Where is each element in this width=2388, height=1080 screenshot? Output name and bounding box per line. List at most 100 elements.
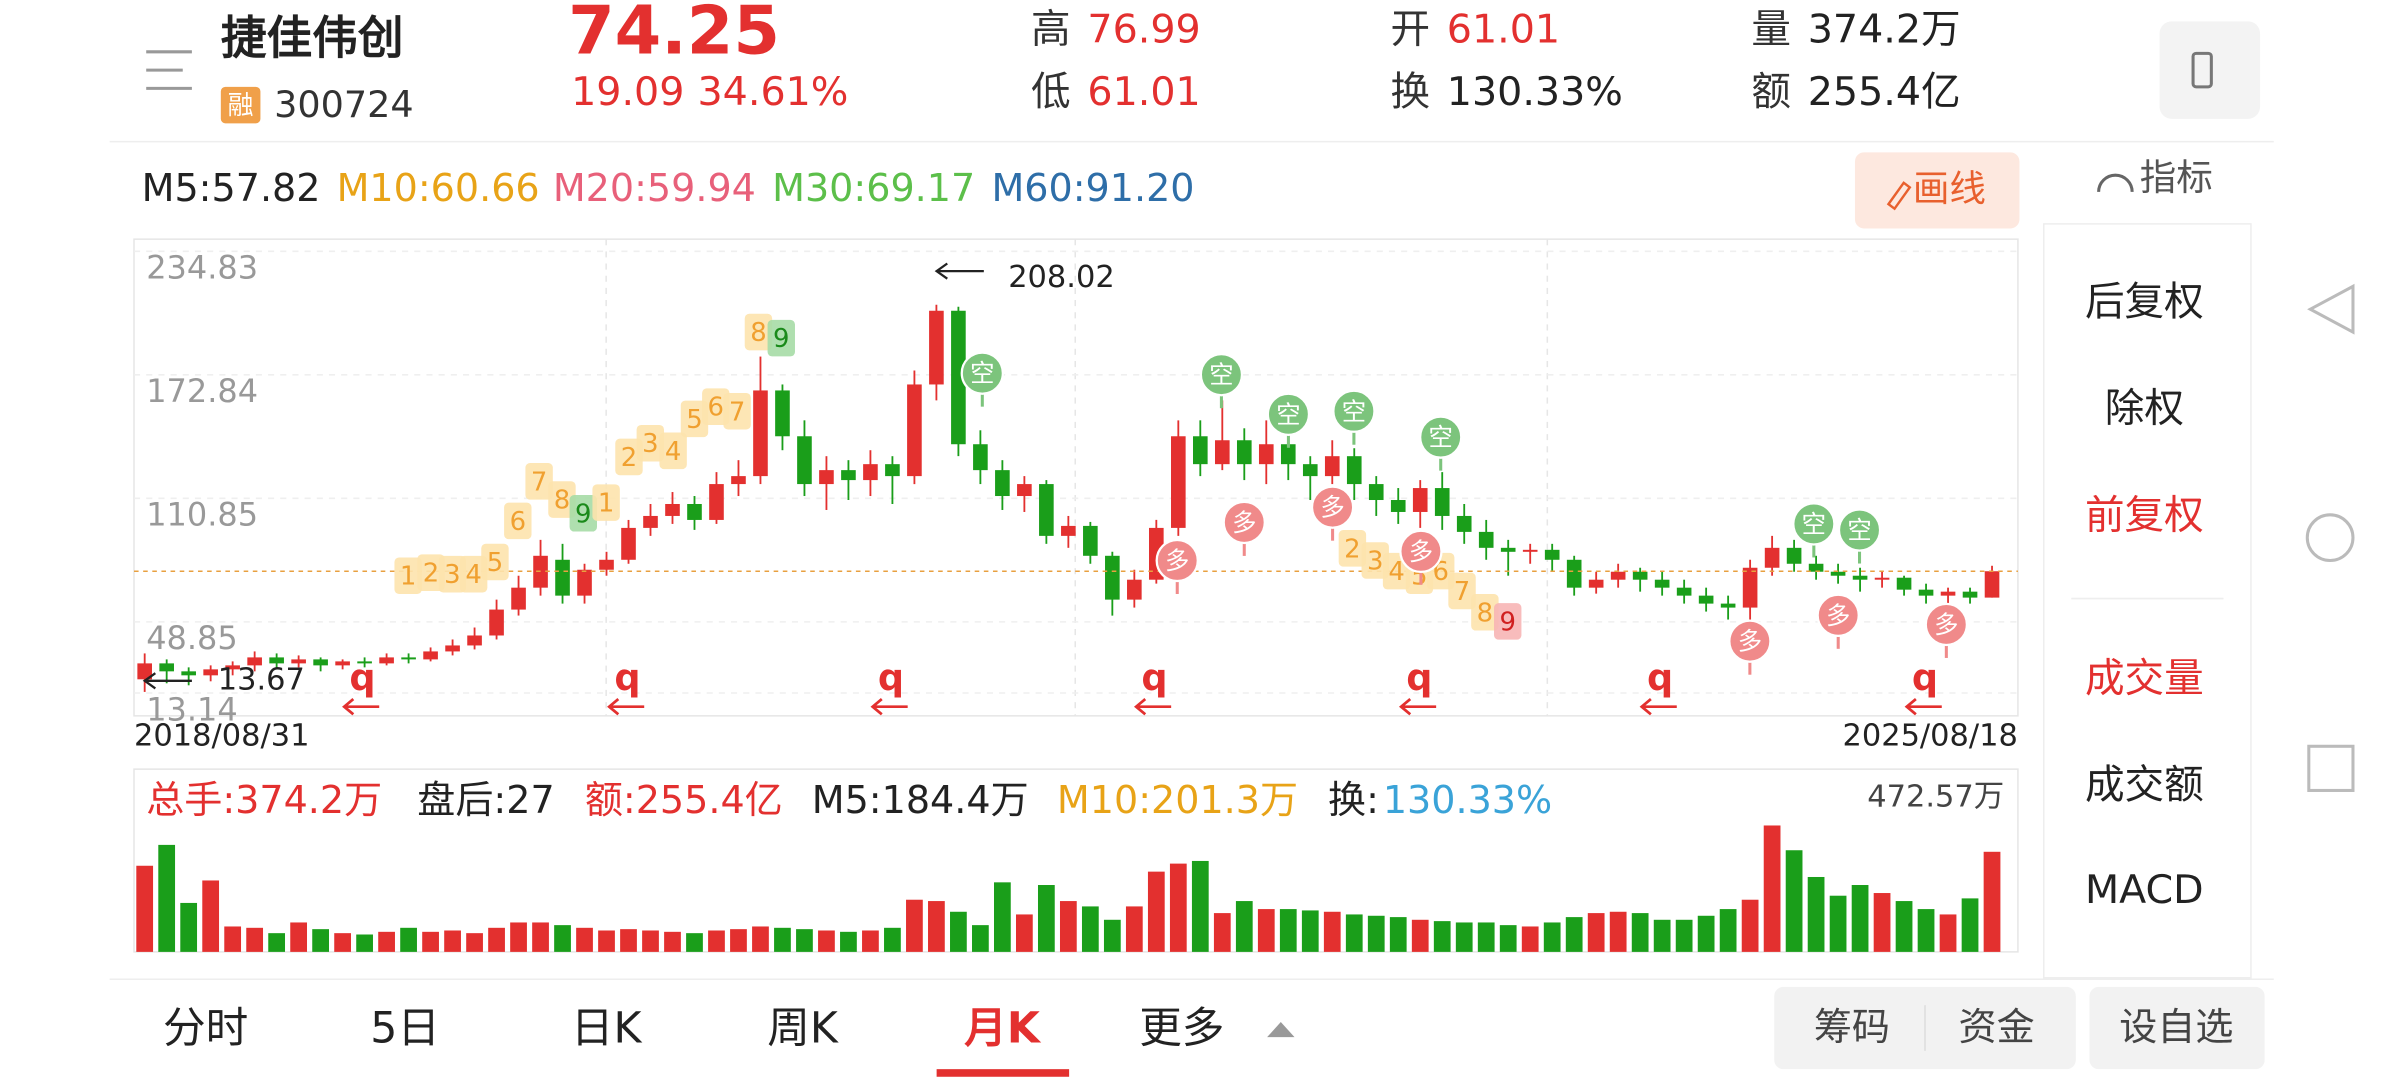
y-tick-label: 110.85 [146,496,258,534]
button[interactable]: 筹码 [1814,1005,1890,1049]
volume-bar [180,902,198,952]
candle-body [1302,464,1318,477]
volume-bar [1235,901,1253,952]
td-label: 4 [465,560,481,590]
q-arrow [342,698,380,716]
volume-bar [928,901,945,952]
candle-body [181,671,196,676]
volume-bar [1807,876,1825,952]
volume-bar [136,865,154,952]
candle-body [1390,500,1406,512]
volume-bar [1169,863,1187,952]
candle-body [1852,575,1868,580]
candle-body [797,436,812,485]
candle-body [753,390,768,477]
candle-body [1192,436,1208,465]
td-label: 2 [1344,534,1360,564]
q-signal: q [1141,656,1167,699]
q-signal: q [614,656,640,699]
candle-body [1522,549,1538,552]
side-menu-item[interactable]: 除权 [2105,386,2184,432]
volume-tick-label: 472.57万 [1867,780,2004,815]
q-arrow [1904,698,1942,716]
candle-body [599,559,614,570]
candle-body [577,569,592,596]
candle-body [1786,547,1802,564]
td-badge [659,432,687,470]
volume-bar [1763,825,1781,952]
td-badge [459,555,488,593]
indicator-button[interactable]: 指标 [2140,156,2213,199]
candle-body [1478,531,1494,548]
q-signal: q [349,656,375,699]
volume-bar [576,927,593,952]
tab[interactable]: 月K [964,1004,1042,1054]
side-menu-item[interactable]: 成交量 [2085,655,2204,701]
candle-body [1874,577,1890,580]
tab[interactable]: 更多 [1139,1004,1224,1054]
volume-m10: M10:201.3万 [1057,778,1298,822]
volume-m5: M5:184.4万 [812,778,1029,822]
side-menu-item[interactable]: MACD [2085,867,2204,913]
candle-body [1984,571,2000,598]
td-label: 9 [575,499,591,529]
tab[interactable]: 5日 [370,1004,440,1054]
side-menu-item[interactable]: 成交额 [2085,762,2204,808]
td-badge [744,313,773,351]
short-signal-badge [1266,392,1311,436]
candle-body [1654,579,1670,588]
long-signal-label: 多 [1738,627,1762,656]
tab[interactable]: 分时 [163,1004,248,1054]
stat-value: 61.01 [1087,69,1200,115]
candle-body [1896,577,1912,590]
candle-body [357,661,372,664]
long-signal-label: 多 [1232,508,1256,537]
badge-text: 融 [228,91,254,121]
volume-bar [1015,914,1033,952]
side-menu-item[interactable]: 前复权 [2085,492,2204,538]
volume-bar [1191,860,1209,952]
tab[interactable]: 周K [767,1004,839,1054]
td-label: 9 [773,324,789,354]
side-menu-item[interactable]: 后复权 [2085,279,2204,325]
candle-body [973,444,988,471]
volume-bar [1917,909,1935,952]
nav-recent[interactable] [2307,744,2355,792]
draw-button[interactable] [1854,152,2020,229]
long-signal-badge [1310,485,1355,529]
volume-bar [708,930,725,952]
long-signal-badge [1222,500,1266,545]
td-label: 3 [444,560,460,590]
ma-legend: M20:59.94 [553,166,756,210]
stat-value: 374.2万 [1808,7,1961,53]
candle-body [1918,589,1934,596]
candle-body [1610,571,1626,580]
nav-home[interactable] [2305,513,2355,563]
candle-body [291,659,306,664]
volume-bar [532,922,549,952]
short-signal-label: 空 [1209,360,1233,389]
button[interactable]: 设自选 [2119,1005,2233,1049]
candle-body [511,587,526,610]
nav-back[interactable] [2307,283,2355,335]
td-badge [548,481,576,518]
stat-value: 61.01 [1447,7,1560,53]
menu-icon[interactable] [146,50,192,90]
volume-bar [906,899,923,952]
volume-bar [752,926,769,952]
watch-button-bg [2089,986,2265,1070]
gauge-icon [2097,173,2134,193]
volume-bar [1961,898,1979,952]
volume-bar [488,927,505,952]
tab[interactable]: 日K [571,1004,643,1054]
candle-body [1544,549,1560,560]
volume-bar [422,931,439,952]
td-label: 8 [750,318,766,348]
candle-body [159,663,174,672]
volume-bar [620,929,637,952]
volume-bar [796,929,813,952]
y-tick-label: 234.83 [146,249,258,287]
candle-body [1830,571,1846,576]
button[interactable]: 资金 [1959,1005,2035,1049]
short-signal-label: 空 [1847,516,1871,545]
